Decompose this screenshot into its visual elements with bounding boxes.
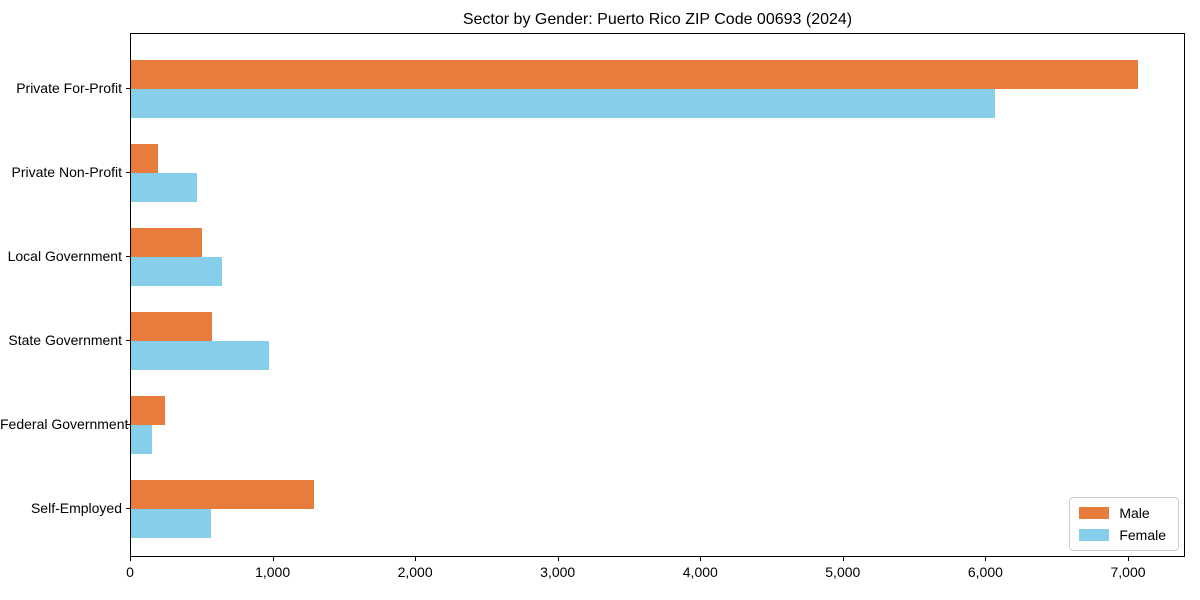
legend: Male Female (1069, 497, 1179, 551)
y-axis-label-private-for-profit: Private For-Profit (16, 80, 122, 96)
x-tick (130, 557, 131, 561)
legend-entry-male: Male (1079, 505, 1166, 521)
chart-title: Sector by Gender: Puerto Rico ZIP Code 0… (462, 11, 853, 28)
bar-female-private-non-profit (131, 173, 198, 202)
bar-female-federal-government (131, 425, 153, 454)
x-tick (415, 557, 417, 561)
y-tick (126, 88, 130, 89)
bar-female-state-government (131, 341, 270, 370)
x-tick-label-7000: 7,000 (1110, 564, 1146, 580)
legend-swatch-male-icon (1079, 507, 1110, 519)
bar-male-state-government (131, 312, 213, 341)
x-tick-label-1000: 1,000 (255, 564, 291, 580)
x-tick-label-2000: 2,000 (397, 564, 433, 580)
y-tick (126, 424, 130, 425)
x-tick (272, 557, 274, 561)
bar-female-private-for-profit (131, 89, 995, 118)
legend-swatch-female-icon (1079, 529, 1110, 541)
y-tick (126, 256, 130, 257)
x-tick-label-0: 0 (126, 564, 134, 580)
bar-male-federal-government (131, 396, 166, 425)
y-axis-label-self-employed: Self-Employed (30, 500, 122, 516)
y-axis-label-local-government: Local Government (7, 248, 122, 264)
y-tick (126, 508, 130, 509)
bar-male-private-for-profit (131, 60, 1138, 89)
x-tick (985, 557, 987, 561)
legend-label-male: Male (1119, 505, 1150, 521)
x-tick (557, 557, 559, 561)
y-axis-label-private-non-profit: Private Non-Profit (11, 164, 122, 180)
plot-area: Male Female (130, 33, 1185, 557)
x-tick-label-6000: 6,000 (967, 564, 1003, 580)
x-tick (1128, 557, 1129, 561)
y-axis-label-federal-government: Federal Government (0, 416, 129, 432)
bar-female-self-employed (131, 509, 211, 538)
x-tick-label-3000: 3,000 (540, 564, 576, 580)
x-tick (842, 557, 844, 561)
y-axis-label-state-government: State Government (8, 332, 122, 348)
y-tick (126, 172, 130, 173)
y-tick (126, 340, 130, 341)
bar-male-local-government (131, 228, 202, 257)
x-tick (700, 557, 702, 561)
x-tick-label-4000: 4,000 (682, 564, 718, 580)
bar-male-private-non-profit (131, 144, 159, 173)
legend-label-female: Female (1119, 527, 1166, 543)
bar-male-self-employed (131, 480, 314, 509)
x-tick-label-5000: 5,000 (825, 564, 861, 580)
bar-female-local-government (131, 257, 223, 286)
legend-entry-female: Female (1079, 527, 1166, 543)
